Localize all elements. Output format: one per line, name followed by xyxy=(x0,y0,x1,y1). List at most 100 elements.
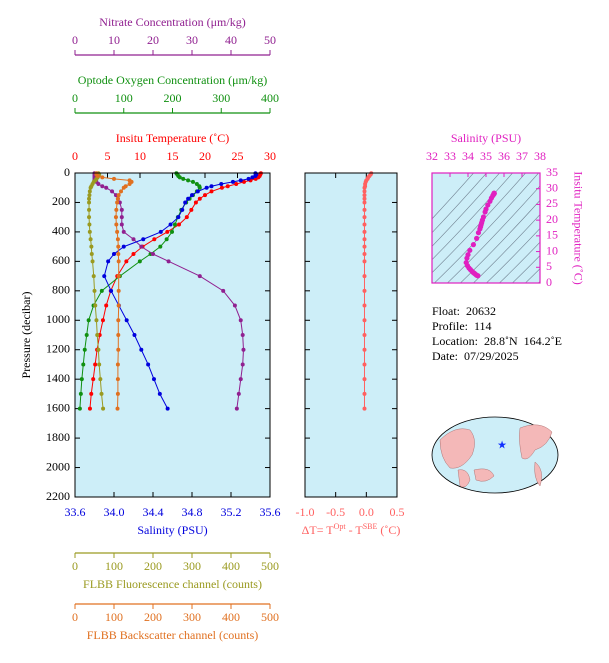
delta-t-point xyxy=(362,274,367,279)
map-land xyxy=(534,461,542,487)
delta-t-point xyxy=(362,237,367,242)
profile-point xyxy=(234,182,239,187)
density-contour xyxy=(433,173,539,283)
profile-point xyxy=(146,362,151,367)
density-contour xyxy=(472,214,540,283)
profile-point xyxy=(115,406,120,411)
float-location-star: ★ xyxy=(497,440,507,452)
profile-point xyxy=(238,377,243,382)
y-tick-label: 2000 xyxy=(46,459,70,473)
plot-frame xyxy=(431,172,541,284)
profile-point xyxy=(152,237,157,242)
profile-point xyxy=(90,259,95,264)
profile-point xyxy=(119,189,124,194)
delta-t-point xyxy=(362,333,367,337)
delta-t-point xyxy=(362,189,367,194)
plot-frame xyxy=(304,172,398,498)
profile-point xyxy=(87,229,92,234)
profile-point xyxy=(177,222,181,227)
x-tick-label: 200 xyxy=(144,610,162,624)
profile-point xyxy=(250,175,255,180)
profile-point xyxy=(165,406,170,411)
x-tick-label: 35 xyxy=(480,149,492,163)
profile-point xyxy=(238,318,243,323)
x-tick-label: 10 xyxy=(134,149,146,163)
y-tick-label: 35 xyxy=(546,165,558,179)
profile-point xyxy=(253,176,258,181)
float-info: Float: 20632 xyxy=(432,304,496,318)
profile-point xyxy=(225,184,230,189)
x-tick-label: 33 xyxy=(444,149,456,163)
profile-point xyxy=(121,244,126,249)
x-tick-label: 32 xyxy=(426,149,438,163)
x-tick-label: 0 xyxy=(72,91,78,105)
x-tick-label: 37 xyxy=(516,149,528,163)
map-land xyxy=(473,468,495,482)
x-tick-label: 35.2 xyxy=(221,505,242,519)
x-tick-label: 20 xyxy=(147,33,159,47)
profile-point xyxy=(116,259,121,264)
y-tick-label: 25 xyxy=(546,196,558,210)
x-tick-label: 5 xyxy=(105,149,111,163)
x-axis-title: FLBB Backscatter channel (counts) xyxy=(87,628,259,642)
profile-point xyxy=(82,347,87,352)
map-land xyxy=(457,469,471,488)
y-tick-label: 20 xyxy=(546,212,558,226)
delta-t-point xyxy=(362,288,367,293)
profile-point xyxy=(176,215,181,220)
profile-point xyxy=(87,193,92,198)
profile-point xyxy=(131,252,136,256)
x-tick-label: 300 xyxy=(212,91,230,105)
profile-point xyxy=(186,178,191,183)
y-tick-label: 0 xyxy=(64,165,70,179)
x-tick-label: 15 xyxy=(167,149,179,163)
profile-point xyxy=(170,229,175,234)
profile-point xyxy=(87,207,92,212)
x-tick-label: 400 xyxy=(222,559,240,573)
profile-point xyxy=(106,259,111,264)
profile-point xyxy=(197,274,202,279)
delta-t-point xyxy=(362,215,367,220)
delta-t-point xyxy=(362,391,367,396)
profile-point xyxy=(186,196,191,201)
profile-point xyxy=(93,303,98,308)
delta-t-point xyxy=(362,252,367,256)
ts-point xyxy=(482,209,488,215)
delta-t-point xyxy=(362,229,367,234)
y-tick-label: 5 xyxy=(546,259,552,273)
x-tick-label: 36 xyxy=(498,149,510,163)
density-contour xyxy=(511,255,540,283)
profile-point xyxy=(104,185,109,190)
x-axis-title: ΔT= TOpt - TSBE (˚C) xyxy=(302,522,401,537)
profile-point xyxy=(137,259,142,264)
x-tick-label: 0 xyxy=(72,149,78,163)
profile-point xyxy=(115,196,120,201)
profile-point xyxy=(86,318,91,323)
profile-point xyxy=(151,377,156,382)
delta-t-point xyxy=(362,185,367,190)
x-tick-label: 0.0 xyxy=(359,505,374,519)
profile-point xyxy=(241,347,246,352)
y-tick-label: 2200 xyxy=(46,489,70,503)
x-tick-label: 30 xyxy=(264,149,276,163)
x-tick-label: 38 xyxy=(534,149,546,163)
profile-point xyxy=(116,318,121,323)
profile-point xyxy=(139,244,144,249)
x-tick-label: -1.0 xyxy=(296,505,315,519)
profile-point xyxy=(165,229,170,234)
delta-t-point xyxy=(362,259,367,264)
density-contour xyxy=(459,199,540,283)
y-axis-title: Insitu Temperature (˚C) xyxy=(571,171,585,285)
x-tick-label: 0 xyxy=(72,559,78,573)
profile-point xyxy=(116,303,121,308)
x-tick-label: 33.6 xyxy=(65,505,86,519)
ts-point xyxy=(470,242,476,248)
profile-point xyxy=(116,288,121,293)
y-tick-label: 10 xyxy=(546,243,558,257)
map-land xyxy=(519,424,553,460)
y-axis-title: Pressure (decibar) xyxy=(19,292,33,379)
profile-point xyxy=(238,178,243,183)
x-tick-label: 300 xyxy=(183,559,201,573)
y-tick-label: 30 xyxy=(546,180,558,194)
